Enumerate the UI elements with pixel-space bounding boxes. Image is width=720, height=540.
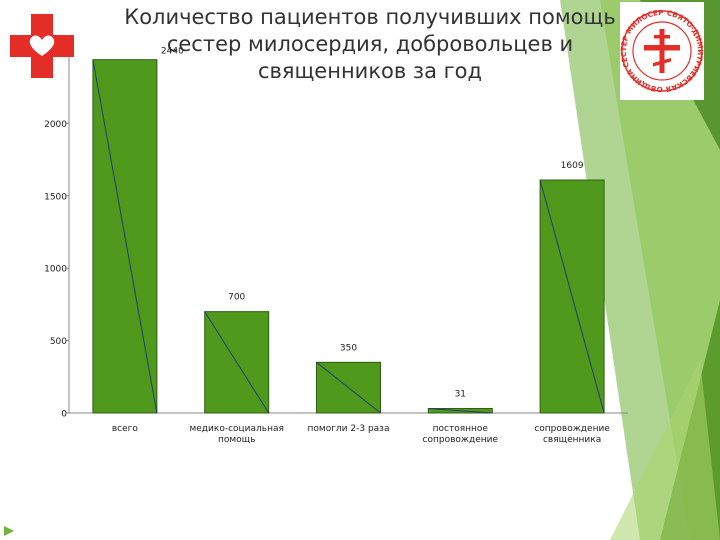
- category-label: помогли 2-3 раза: [308, 424, 390, 434]
- bar-diagonal: [204, 311, 270, 414]
- bar-diagonal: [539, 179, 605, 414]
- y-tick-label: 1500: [44, 192, 67, 202]
- title-line-3: священников за год: [257, 59, 483, 83]
- slide-title: Количество пациентов получивших помощь с…: [120, 4, 620, 85]
- title-line-1: Количество пациентов получивших помощь: [124, 5, 616, 29]
- red-cross-heart-icon: [10, 14, 74, 78]
- y-tick-label: 2000: [44, 120, 67, 130]
- category-label: всего: [112, 424, 139, 434]
- orthodox-cross-icon: [644, 29, 680, 73]
- bar-diagonal: [316, 361, 381, 414]
- orthodox-cross-seal-icon: СВЯТО-ДИМИТРИЕВСКАЯ ОБЩИНА СЕСТЕР МИЛОСЕ…: [620, 2, 704, 100]
- category-labels: всего медико-социальная помощь помогли 2-3 …: [112, 424, 610, 445]
- data-label: 2440: [161, 47, 184, 57]
- title-line-2: сестер милосердия, добровольцев и: [166, 32, 574, 56]
- category-label: постоянное сопровождение: [423, 424, 499, 445]
- y-tick-label: 500: [50, 337, 67, 347]
- data-label: 1609: [561, 161, 584, 171]
- data-label: 350: [340, 343, 357, 353]
- y-tick-label: 0: [61, 410, 67, 420]
- data-labels: 2440 700 350 31 1609: [161, 47, 584, 400]
- category-label: сопровождение священника: [534, 424, 610, 445]
- data-label: 31: [455, 390, 466, 400]
- bars: [92, 59, 605, 414]
- data-label: 700: [228, 293, 245, 303]
- category-label: медико-социальная помощь: [189, 424, 283, 445]
- y-tick-label: 1000: [44, 265, 67, 275]
- bar-diagonal: [428, 408, 493, 414]
- bar-diagonal: [92, 59, 158, 414]
